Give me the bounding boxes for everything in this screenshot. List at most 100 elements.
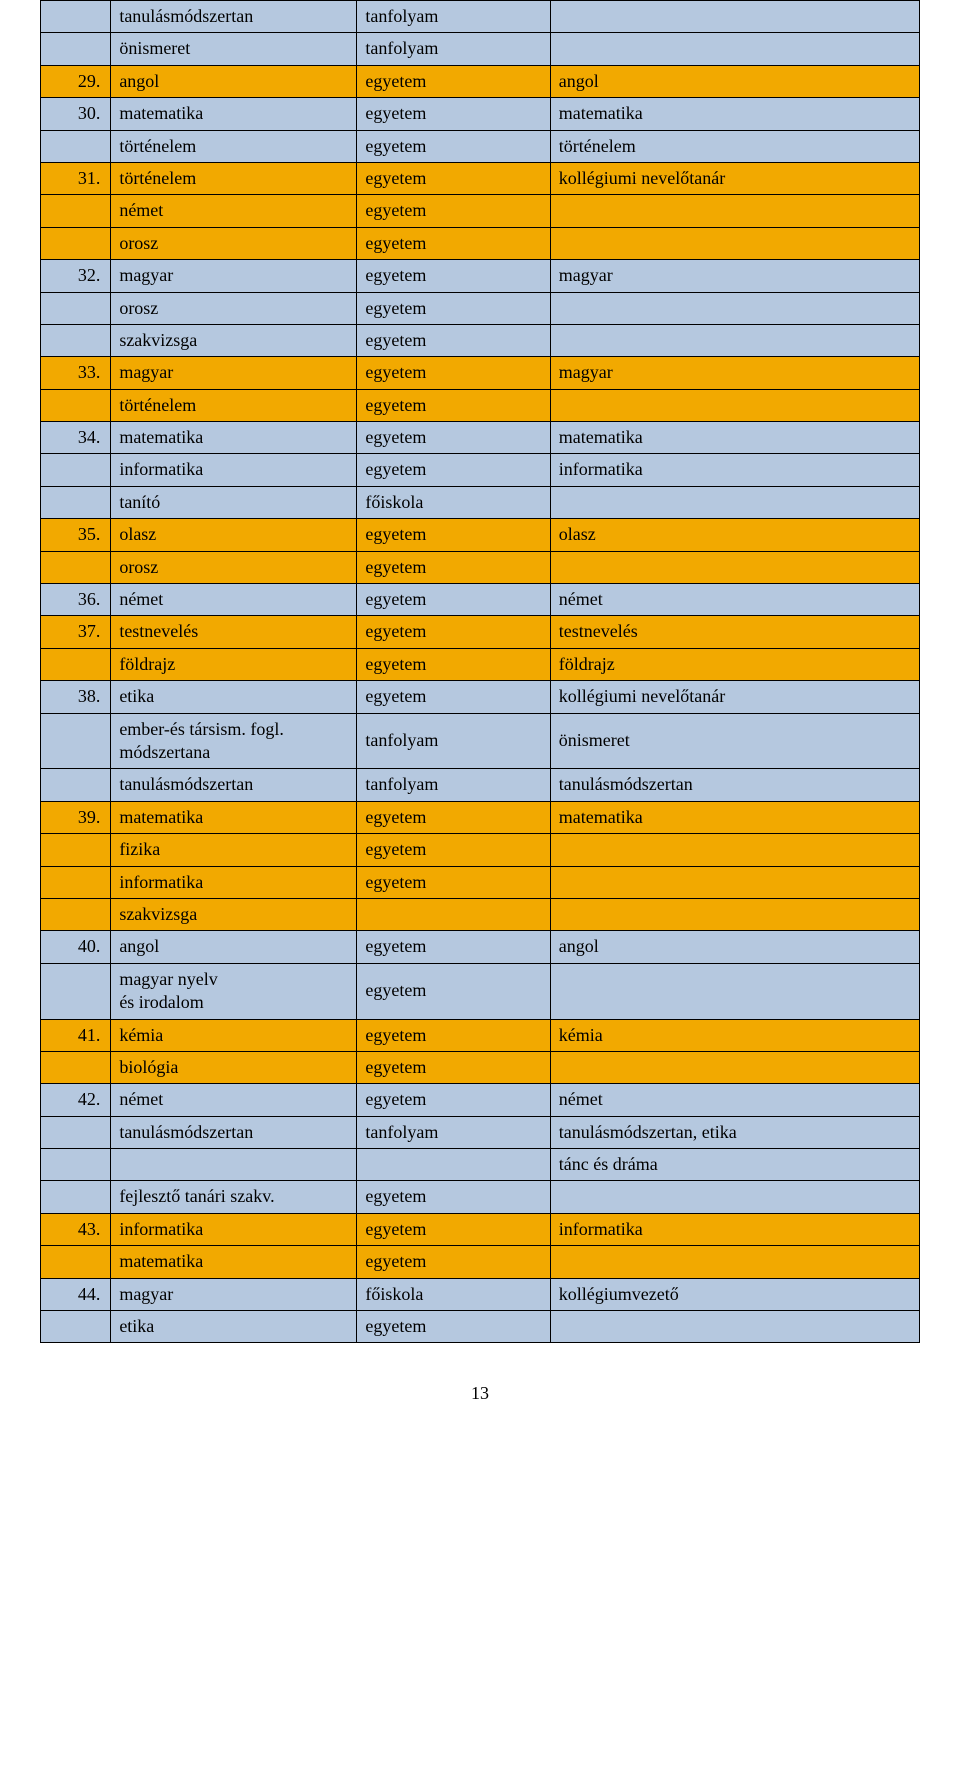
- cell-note: tánc és dráma: [550, 1149, 919, 1181]
- cell-num: 32.: [41, 260, 111, 292]
- cell-level: egyetem: [357, 834, 550, 866]
- table-row: informatikaegyeteminformatika: [41, 454, 920, 486]
- cell-subject: magyar: [111, 1278, 357, 1310]
- cell-num: [41, 33, 111, 65]
- cell-level: egyetem: [357, 1051, 550, 1083]
- table-row: 38.etikaegyetemkollégiumi nevelőtanár: [41, 681, 920, 713]
- cell-note: [550, 389, 919, 421]
- table-row: 33.magyaregyetemmagyar: [41, 357, 920, 389]
- cell-level: egyetem: [357, 1246, 550, 1278]
- table-row: etikaegyetem: [41, 1311, 920, 1343]
- cell-note: [550, 1181, 919, 1213]
- table-row: 36.németegyetemnémet: [41, 584, 920, 616]
- cell-num: 37.: [41, 616, 111, 648]
- cell-note: [550, 834, 919, 866]
- table-row: fizikaegyetem: [41, 834, 920, 866]
- cell-level: egyetem: [357, 1084, 550, 1116]
- cell-note: matematika: [550, 98, 919, 130]
- table-row: 42.németegyetemnémet: [41, 1084, 920, 1116]
- cell-num: [41, 898, 111, 930]
- table-row: önismerettanfolyam: [41, 33, 920, 65]
- cell-level: egyetem: [357, 324, 550, 356]
- table-row: magyar nyelv és irodalomegyetem: [41, 963, 920, 1019]
- cell-level: [357, 898, 550, 930]
- cell-num: 34.: [41, 422, 111, 454]
- cell-num: 41.: [41, 1019, 111, 1051]
- table-row: 32.magyaregyetemmagyar: [41, 260, 920, 292]
- cell-note: [550, 551, 919, 583]
- cell-subject: fejlesztő tanári szakv.: [111, 1181, 357, 1213]
- table-row: 29.angolegyetemangol: [41, 65, 920, 97]
- cell-num: 43.: [41, 1213, 111, 1245]
- cell-num: 38.: [41, 681, 111, 713]
- table-row: 43.informatikaegyeteminformatika: [41, 1213, 920, 1245]
- cell-note: [550, 292, 919, 324]
- cell-note: német: [550, 1084, 919, 1116]
- table-row: németegyetem: [41, 195, 920, 227]
- cell-note: kollégiumi nevelőtanár: [550, 681, 919, 713]
- cell-level: főiskola: [357, 1278, 550, 1310]
- cell-level: [357, 1149, 550, 1181]
- cell-level: egyetem: [357, 963, 550, 1019]
- cell-subject: orosz: [111, 551, 357, 583]
- cell-note: testnevelés: [550, 616, 919, 648]
- cell-level: egyetem: [357, 357, 550, 389]
- cell-note: [550, 1311, 919, 1343]
- table-row: földrajzegyetemföldrajz: [41, 648, 920, 680]
- cell-num: [41, 648, 111, 680]
- cell-num: [41, 292, 111, 324]
- cell-level: egyetem: [357, 195, 550, 227]
- table-row: 37.testnevelésegyetemtestnevelés: [41, 616, 920, 648]
- cell-subject: önismeret: [111, 33, 357, 65]
- cell-subject: etika: [111, 681, 357, 713]
- cell-level: egyetem: [357, 162, 550, 194]
- cell-note: [550, 1051, 919, 1083]
- cell-subject: etika: [111, 1311, 357, 1343]
- cell-subject: informatika: [111, 1213, 357, 1245]
- cell-note: matematika: [550, 801, 919, 833]
- cell-level: egyetem: [357, 1181, 550, 1213]
- cell-level: egyetem: [357, 227, 550, 259]
- cell-subject: matematika: [111, 98, 357, 130]
- table-row: ember-és társism. fogl. módszertanatanfo…: [41, 713, 920, 769]
- cell-note: angol: [550, 931, 919, 963]
- cell-subject: történelem: [111, 162, 357, 194]
- cell-subject: [111, 1149, 357, 1181]
- cell-num: [41, 227, 111, 259]
- cell-note: kollégiumi nevelőtanár: [550, 162, 919, 194]
- cell-note: informatika: [550, 1213, 919, 1245]
- cell-note: német: [550, 584, 919, 616]
- cell-num: [41, 486, 111, 518]
- table-row: oroszegyetem: [41, 292, 920, 324]
- table-row: tanulásmódszertantanfolyamtanulásmódszer…: [41, 769, 920, 801]
- cell-subject: kémia: [111, 1019, 357, 1051]
- cell-level: tanfolyam: [357, 33, 550, 65]
- cell-note: magyar: [550, 260, 919, 292]
- cell-num: [41, 1246, 111, 1278]
- cell-num: [41, 389, 111, 421]
- cell-subject: biológia: [111, 1051, 357, 1083]
- cell-level: tanfolyam: [357, 1, 550, 33]
- cell-level: főiskola: [357, 486, 550, 518]
- cell-level: tanfolyam: [357, 1116, 550, 1148]
- cell-note: [550, 227, 919, 259]
- cell-num: [41, 1051, 111, 1083]
- cell-subject: informatika: [111, 866, 357, 898]
- table-row: tanulásmódszertantanfolyamtanulásmódszer…: [41, 1116, 920, 1148]
- cell-subject: matematika: [111, 801, 357, 833]
- cell-num: [41, 1116, 111, 1148]
- cell-num: [41, 834, 111, 866]
- cell-note: magyar: [550, 357, 919, 389]
- cell-note: matematika: [550, 422, 919, 454]
- table-row: 39.matematikaegyetemmatematika: [41, 801, 920, 833]
- cell-level: egyetem: [357, 422, 550, 454]
- cell-num: 42.: [41, 1084, 111, 1116]
- cell-subject: magyar: [111, 260, 357, 292]
- cell-level: egyetem: [357, 801, 550, 833]
- cell-num: 39.: [41, 801, 111, 833]
- cell-num: [41, 963, 111, 1019]
- cell-num: 31.: [41, 162, 111, 194]
- table-row: 40.angolegyetemangol: [41, 931, 920, 963]
- cell-subject: orosz: [111, 227, 357, 259]
- cell-note: [550, 33, 919, 65]
